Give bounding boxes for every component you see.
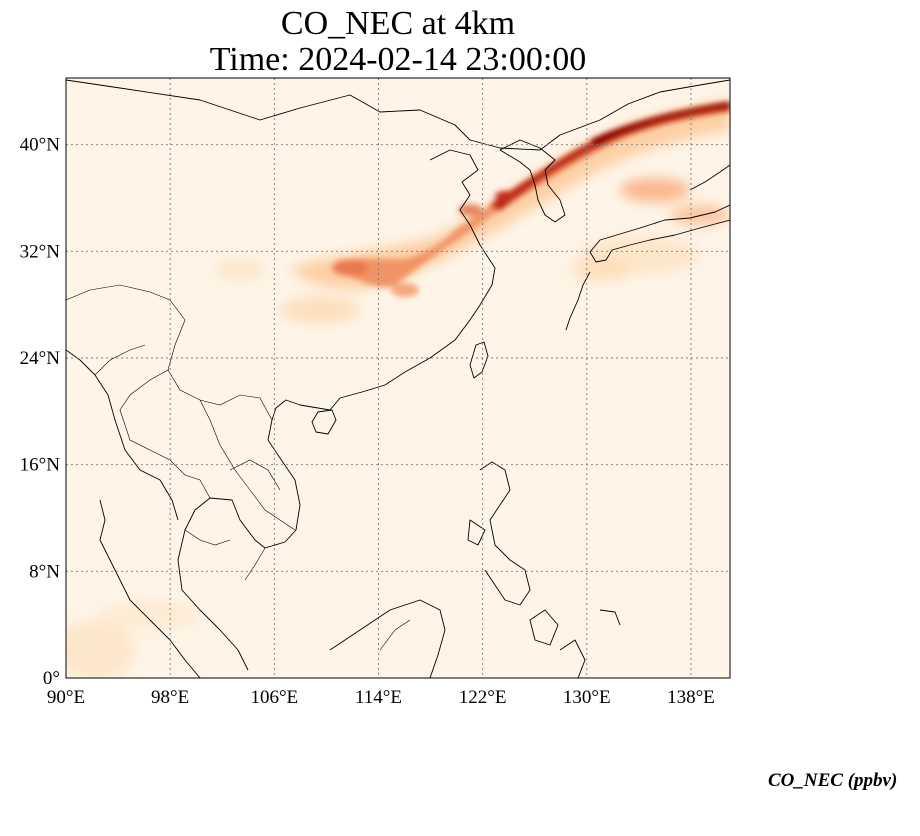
- coastlines: [66, 79, 730, 678]
- lon-tick-label: 106°E: [250, 687, 298, 708]
- lat-tick-label: 32°N: [20, 241, 61, 262]
- lon-tick-label: 98°E: [151, 687, 189, 708]
- latitude-tick-labels: 0° 8°N 16°N 24°N 32°N 40°N: [20, 135, 61, 689]
- map-background-field: [66, 78, 730, 678]
- lon-tick-label: 114°E: [355, 687, 402, 708]
- lat-tick-label: 24°N: [20, 348, 61, 369]
- lat-tick-label: 40°N: [20, 135, 61, 156]
- lon-tick-label: 138°E: [667, 687, 715, 708]
- lat-tick-label: 0°: [43, 668, 60, 689]
- lon-tick-label: 122°E: [459, 687, 507, 708]
- weak-concentration-areas: [66, 235, 700, 678]
- gridlines: [66, 78, 730, 678]
- map-frame: [65, 77, 731, 679]
- co-plume: [290, 100, 730, 297]
- map-subtitle-time: Time: 2024-02-14 23:00:00: [209, 41, 587, 78]
- longitude-tick-labels: 90°E 98°E 106°E 114°E 122°E 130°E 138°E: [47, 687, 715, 708]
- map-figure: 90°E 98°E 106°E 114°E 122°E 130°E 138°E 0° 8°N 1…: [20, 77, 731, 708]
- map-title: CO_NEC at 4km: [280, 5, 516, 42]
- lon-tick-label: 130°E: [563, 687, 611, 708]
- colorbar-label: CO_NEC (ppbv): [768, 770, 898, 791]
- country-borders: [66, 284, 411, 651]
- lon-tick-label: 90°E: [47, 687, 85, 708]
- lat-tick-label: 16°N: [20, 455, 61, 476]
- lat-tick-label: 8°N: [29, 561, 60, 582]
